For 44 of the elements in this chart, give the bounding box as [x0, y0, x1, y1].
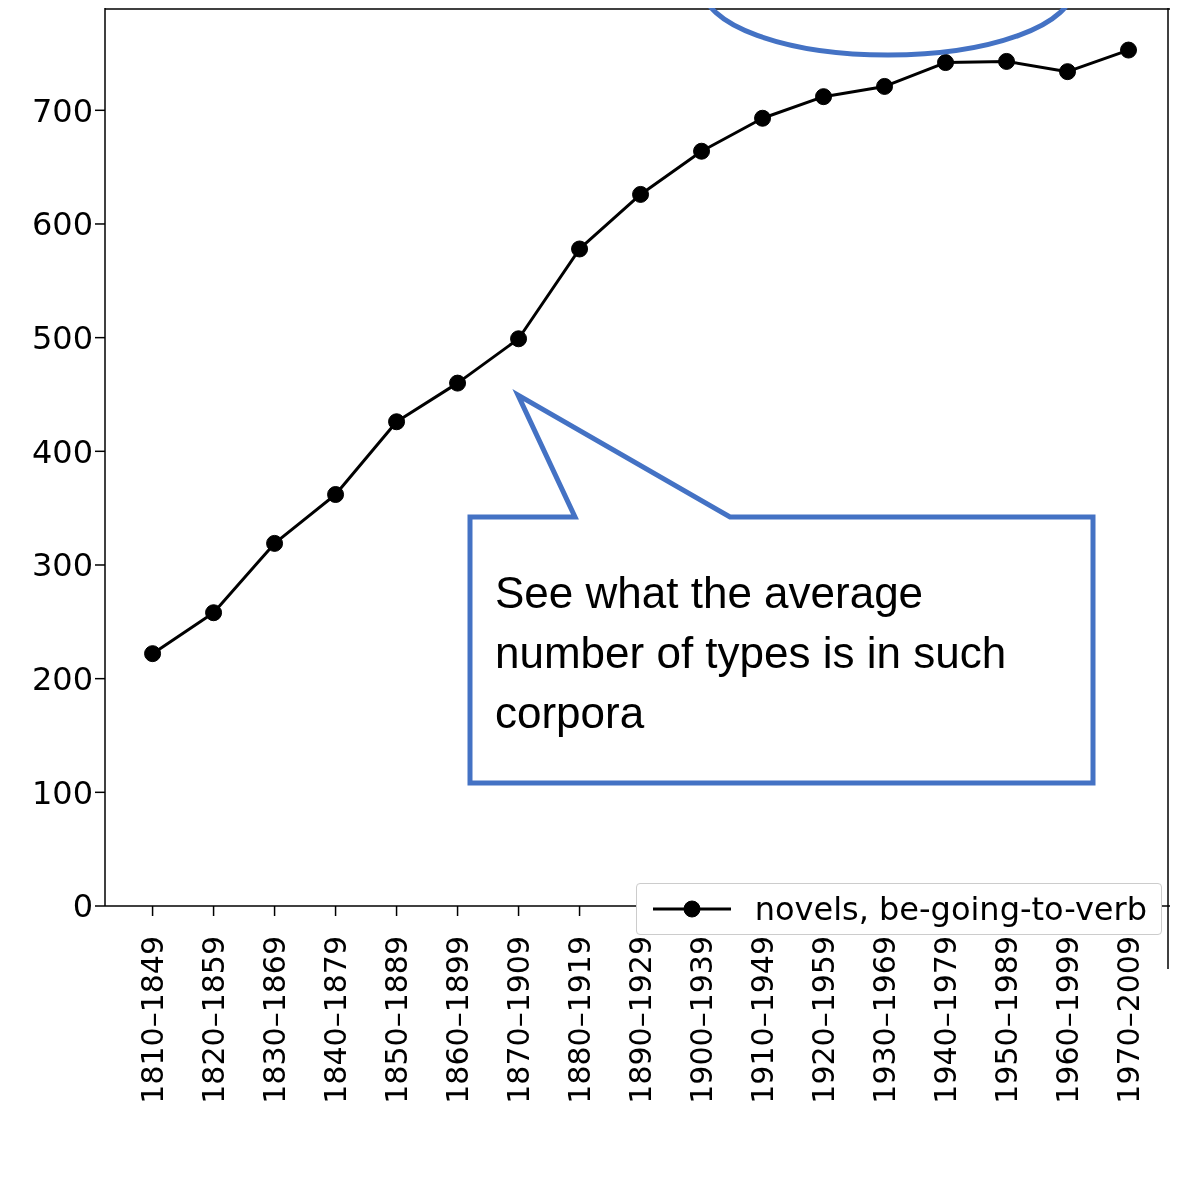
point — [632, 185, 650, 203]
point — [144, 645, 162, 663]
x-tick-label: 1830–1869 — [257, 936, 293, 1104]
point — [693, 142, 711, 160]
x-tick-label: 1820–1859 — [196, 936, 232, 1104]
point — [266, 534, 284, 552]
y-tick-label: 0 — [72, 887, 93, 926]
point — [815, 88, 833, 106]
annotation: See what the average number of types is in such corpora — [495, 567, 1008, 739]
x-tick-label: 1900–1939 — [684, 936, 720, 1104]
x-tick-label: 1930–1969 — [867, 936, 903, 1104]
point — [876, 77, 894, 95]
x-tick-label: 1880–1919 — [562, 936, 598, 1104]
y-tick-label: 400 — [31, 432, 93, 471]
y-tick-label: 200 — [31, 660, 93, 699]
legend-label: novels, be-going-to-verb — [754, 890, 1147, 928]
point — [571, 240, 589, 258]
y-tick-label: 500 — [31, 319, 93, 358]
point — [1059, 63, 1077, 81]
x-tick-label: 1950–1989 — [989, 936, 1025, 1104]
x-tick-label: 1870–1909 — [501, 936, 537, 1104]
point — [1120, 41, 1138, 59]
y-tick-label: 100 — [31, 773, 93, 812]
y-tick-label: 700 — [31, 91, 93, 130]
x-tick-label: 1910–1949 — [745, 936, 781, 1104]
point — [510, 330, 528, 348]
point — [205, 604, 223, 622]
x-tick-label: 1920–1959 — [806, 936, 842, 1104]
x-tick-label: 1840–1879 — [318, 936, 354, 1104]
x-tick-label: 1850–1889 — [379, 936, 415, 1104]
point — [388, 413, 406, 431]
y-tick-label: 600 — [31, 205, 93, 244]
point — [754, 109, 772, 127]
point — [998, 52, 1016, 70]
x-tick-label: 1970–2009 — [1111, 936, 1147, 1104]
x-tick-label: 1940–1979 — [928, 936, 964, 1104]
x-tick-label: 1810–1849 — [135, 936, 171, 1104]
point — [937, 54, 955, 72]
y-tick-label: 300 — [31, 546, 93, 585]
point — [327, 486, 345, 504]
x-tick-label: 1890–1929 — [623, 936, 659, 1104]
x-tick-label: 1860–1899 — [440, 936, 476, 1104]
point — [449, 374, 467, 392]
x-tick-label: 1960–1999 — [1050, 936, 1086, 1104]
